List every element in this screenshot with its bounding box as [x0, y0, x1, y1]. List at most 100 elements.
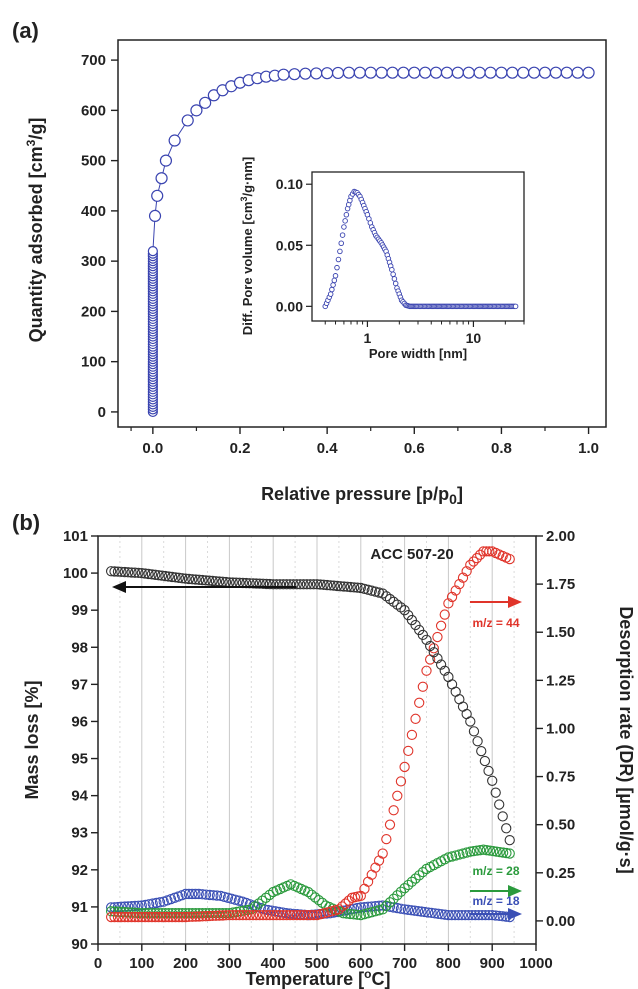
panel-b-data-point [112, 911, 124, 923]
panel-b-right-tick-label: 0.00 [546, 913, 575, 930]
inset-data-point [343, 211, 350, 218]
panel-b-data-point [313, 894, 324, 906]
panel-b-data-point [204, 908, 215, 919]
panel-b-data-point [406, 905, 417, 916]
panel-b-data-point [204, 910, 215, 922]
panel-b-data-point [343, 895, 354, 906]
m18-arrow [470, 908, 522, 920]
panel-a-data-point [288, 68, 301, 81]
panel-a-data-point [386, 66, 399, 79]
panel-b-data-point [325, 580, 336, 591]
panel-b-data-point [193, 911, 205, 922]
panel-b-data-point [295, 909, 306, 921]
inset-data-point [390, 271, 396, 278]
panel-b-data-point [251, 909, 262, 921]
panel-b-data-point [321, 579, 333, 591]
panel-b-data-point [227, 909, 238, 921]
panel-b-data-point [274, 579, 286, 590]
panel-a-data-point [538, 66, 552, 79]
panel-b-data-point [129, 567, 141, 578]
panel-b-data-point [153, 570, 164, 581]
panel-b-data-point [478, 844, 489, 855]
panel-b-data-point [187, 888, 198, 900]
panel-b-data-point [166, 571, 178, 583]
panel-b-data-point [136, 567, 147, 579]
panel-b-data-point [476, 745, 487, 757]
panel-b-data-point [261, 909, 272, 921]
panel-b-data-point [461, 566, 472, 577]
panel-b-data-point [338, 581, 350, 592]
panel-a-x-tick-label: 1.0 [578, 440, 599, 457]
panel-b-data-point [207, 910, 218, 922]
panel-b-data-point [204, 575, 215, 586]
panel-b-data-point [311, 579, 323, 590]
panel-b-data-point [487, 775, 498, 786]
m28-label: m/z = 28 [472, 864, 519, 878]
panel-b-data-point [291, 909, 302, 921]
panel-b-data-point [421, 665, 432, 676]
panel-b-data-point [417, 681, 428, 692]
panel-b-data-point [409, 905, 420, 916]
panel-b-right-tick-label: 1.50 [546, 624, 575, 641]
panel-b-data-point [190, 911, 201, 922]
inset-y-tick-label: 0.10 [276, 176, 303, 192]
panel-b-data-point [261, 578, 272, 590]
panel-b-data-point [414, 870, 425, 881]
panel-b-data-point [129, 911, 141, 923]
inset-data-point [339, 232, 346, 238]
inset-data-point [392, 280, 399, 287]
panel-b-data-point [348, 909, 359, 920]
panel-b-data-point [384, 897, 396, 908]
panel-b-data-point [428, 647, 439, 658]
panel-b-data-point [116, 911, 127, 923]
panel-b-data-point [412, 905, 424, 917]
panel-b-data-point [233, 895, 245, 906]
panel-b-data-point [345, 908, 356, 920]
panel-b-data-point [465, 716, 476, 727]
panel-b-data-point [160, 911, 171, 923]
panel-b-data-point [449, 909, 461, 921]
panel-b-data-point [332, 580, 343, 592]
inset-data-point [389, 266, 395, 273]
panel-b-data-point [112, 906, 124, 917]
panel-b-data-point [337, 901, 348, 912]
panel-b-ticks: 0 100 200 300 400 500 600 700 800 900 1000 90 91 92 93… [63, 528, 575, 972]
panel-b-data-point [281, 909, 292, 921]
panel-b-data-point [315, 579, 326, 590]
panel-b-right-tick-label: 2.00 [546, 528, 575, 545]
panel-b-data-point [497, 811, 508, 822]
panel-a-y-tick-label: 600 [81, 102, 106, 119]
panel-a-ticks: 0.0 0.2 0.4 0.6 0.8 1.0 0 100 200 300 400 500 600 700 [81, 52, 599, 457]
panel-a-data-point [277, 68, 290, 81]
panel-b-data-point [466, 909, 478, 921]
panel-b-data-point [373, 900, 385, 911]
panel-b-data-point [278, 909, 289, 921]
inset-x-tick-label: 1 [364, 330, 372, 346]
inset-data-point [512, 303, 519, 310]
panel-b-left-tick-label: 90 [71, 936, 88, 953]
panel-b-data-point [208, 890, 219, 901]
inset-data-point [330, 282, 336, 288]
panel-b-data-point [352, 582, 363, 593]
panel-b-data-point [183, 911, 195, 923]
panel-b-data-point [254, 578, 265, 589]
panel-b-data-point [274, 909, 286, 921]
panel-b-data-point [288, 909, 299, 921]
series-m-z-28 [105, 844, 515, 921]
panel-b-left-tick-label: 100 [63, 565, 88, 582]
panel-b-data-point [494, 910, 505, 922]
inset-y-tick-label: 0.05 [276, 237, 303, 253]
panel-b-data-point [465, 559, 476, 571]
panel-b-data-point [153, 911, 164, 923]
panel-b-data-point [454, 849, 465, 860]
panel-b-data-point [264, 909, 275, 921]
panel-b-data-point [410, 873, 421, 884]
panel-b-data-point [395, 602, 407, 613]
panel-a-data-point [331, 66, 345, 80]
panel-a-data-point [353, 66, 366, 79]
panel-b-data-point [150, 569, 161, 580]
panel-b-data-point [373, 855, 385, 866]
panel-a-data-point [181, 114, 194, 127]
panel-b-data-point [381, 833, 392, 845]
